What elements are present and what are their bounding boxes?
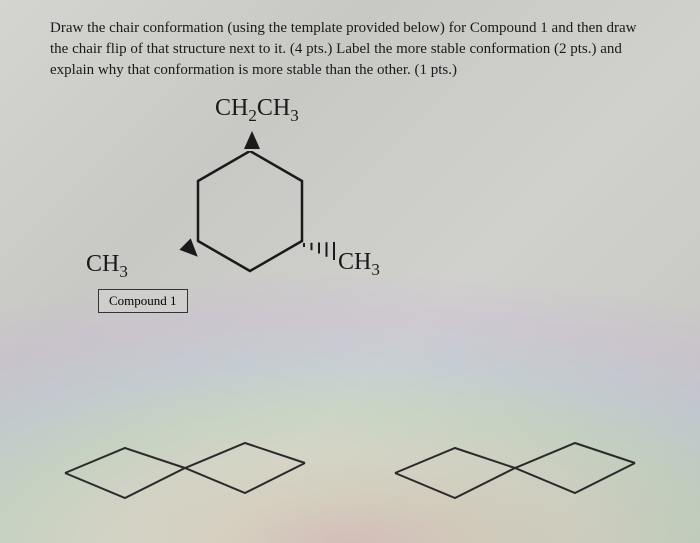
left-substituent-label: CH3 xyxy=(86,251,128,282)
hexagon-svg xyxy=(190,151,310,281)
formula-sub: 2 xyxy=(248,106,257,125)
chair-line xyxy=(65,463,305,498)
wedge-solid-top xyxy=(242,129,262,153)
compound-label-text: Compound 1 xyxy=(109,293,177,308)
right-substituent-label: CH3 xyxy=(338,249,380,280)
formula-sub: 3 xyxy=(371,260,380,279)
hexagon-polygon xyxy=(198,151,302,271)
formula-sub: 3 xyxy=(290,106,299,125)
chair-template-area xyxy=(0,398,700,518)
chair-template-left xyxy=(55,418,325,518)
wedge-polygon xyxy=(244,131,260,149)
formula-part: CH xyxy=(86,251,119,277)
compound-label-box: Compound 1 xyxy=(98,289,188,313)
question-body: Draw the chair conformation (using the t… xyxy=(50,20,637,78)
cyclohexane-ring xyxy=(190,151,310,286)
formula-part: CH xyxy=(338,249,371,275)
top-substituent-label: CH2CH3 xyxy=(215,95,299,126)
chair-template-right xyxy=(385,418,655,518)
question-text: Draw the chair conformation (using the t… xyxy=(50,18,650,81)
chair-line xyxy=(395,463,635,498)
formula-sub: 3 xyxy=(119,262,128,281)
compound-structure: CH2CH3 CH3 CH3 Compound 1 xyxy=(50,101,650,321)
formula-part: CH xyxy=(257,95,290,121)
formula-part: CH xyxy=(215,95,248,121)
dash-lines xyxy=(304,242,334,260)
